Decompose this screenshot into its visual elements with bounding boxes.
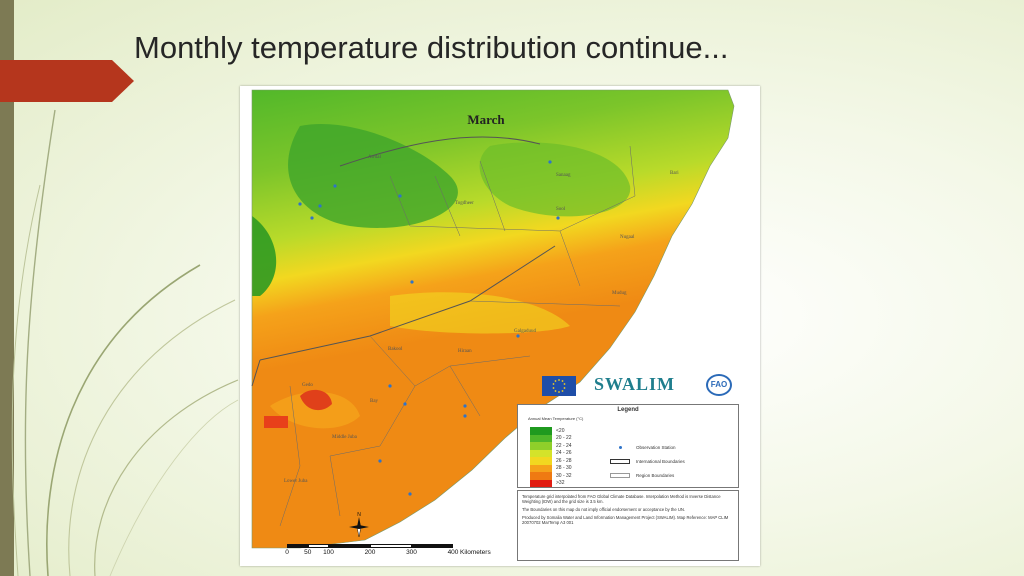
scale-segment	[370, 544, 412, 548]
eu-stars-icon	[552, 379, 566, 393]
legend-symbol-label: Observation Station	[636, 444, 676, 450]
legend-class: 30 - 32	[530, 472, 572, 480]
partner-logos: SWALIM FAO	[542, 374, 737, 396]
scale-tick-label: 300	[406, 549, 417, 556]
legend-symbol-row: Observation Station	[610, 440, 685, 454]
region-label-sanaag: Sanaag	[556, 173, 571, 178]
legend-class: <20	[530, 427, 572, 435]
region-label-lower-juba: Lower Juba	[284, 479, 308, 484]
legend-swatch	[530, 457, 552, 465]
temperature-ramp: <20 20 - 22 22 - 24 24 - 26 26 - 28 28 - 30 30…	[530, 427, 572, 487]
temperature-map: March Awdal Sanaag Bari Togdheer Sool Nu…	[240, 86, 760, 566]
scale-segment	[307, 544, 329, 548]
scale-tick-label: 200	[364, 549, 376, 556]
scale-segment	[328, 544, 370, 548]
region-label-galgaduud: Galgaduud	[514, 329, 536, 334]
boundary-line-icon	[610, 458, 630, 464]
legend-swatch	[530, 442, 552, 450]
scale-tick-label: 50	[304, 549, 312, 556]
legend-title: Legend	[617, 407, 639, 413]
legend-swatch	[530, 427, 552, 435]
legend-class-label: <20	[556, 427, 565, 434]
region-label-sool: Sool	[556, 207, 566, 212]
station-dot-icon	[610, 444, 630, 450]
map-legend: Legend Annual Mean Temperature (°C) <20 2…	[517, 404, 739, 488]
legend-class-label: >32	[556, 480, 565, 487]
scale-unit: Kilometers	[460, 549, 491, 556]
swalim-logo: SWALIM	[594, 374, 676, 394]
legend-class-label: 26 - 28	[556, 457, 572, 464]
region-label-bari: Bari	[670, 171, 679, 176]
scale-tick-label: 100	[323, 549, 334, 556]
legend-symbol-label: International Boundaries	[636, 458, 685, 464]
legend-swatch	[530, 464, 552, 472]
legend-class: 26 - 28	[530, 457, 572, 465]
north-arrow-icon: N	[349, 512, 369, 538]
scale-segment	[411, 544, 453, 548]
scale-bar: 0 50 100 200 300 400 Kilometers	[284, 540, 491, 562]
legend-class-label: 22 - 24	[556, 442, 572, 449]
coastline	[251, 89, 735, 549]
boundary-line-icon	[610, 472, 630, 478]
decorative-curves	[11, 109, 239, 576]
region-label-bakool: Bakool	[388, 347, 403, 352]
legend-class: 24 - 26	[530, 449, 572, 457]
legend-class: 28 - 30	[530, 464, 572, 472]
legend-symbol-row: International Boundaries	[610, 454, 685, 468]
region-label-bay: Bay	[370, 399, 379, 404]
legend-class-label: 28 - 30	[556, 465, 572, 472]
region-label-togdheer: Togdheer	[455, 201, 474, 206]
map-month-title: March	[467, 112, 505, 127]
international-boundaries	[251, 136, 556, 387]
somalia-map-canvas: March Awdal Sanaag Bari Togdheer Sool Nu…	[251, 89, 735, 549]
map-notes: Temperature grid interpolated from FAO G…	[517, 490, 739, 561]
legend-class: 22 - 24	[530, 442, 572, 450]
scale-bar-segments	[287, 544, 453, 548]
north-label: N	[357, 512, 361, 518]
legend-swatch	[530, 434, 552, 442]
region-labels: Awdal Sanaag Bari Togdheer Sool Nugaal M…	[284, 155, 679, 484]
legend-swatch	[530, 449, 552, 457]
scale-tick-label: 0	[285, 549, 289, 556]
legend-subtitle: Annual Mean Temperature (°C)	[528, 416, 584, 421]
region-label-hiraan: Hiraan	[458, 349, 472, 354]
legend-class: 20 - 22	[530, 434, 572, 442]
legend-class-label: 24 - 26	[556, 450, 572, 457]
title-accent-arrow	[0, 60, 134, 102]
observation-stations	[298, 160, 560, 496]
fao-logo: FAO	[706, 374, 732, 396]
note-credits: Produced by Somalia Water and Land Infor…	[522, 515, 729, 525]
legend-class-label: 20 - 22	[556, 435, 572, 442]
note-method: Temperature grid interpolated from FAO G…	[522, 494, 721, 504]
legend-swatch	[530, 479, 552, 487]
legend-class-label: 30 - 32	[556, 472, 572, 479]
legend-class: >32	[530, 479, 572, 487]
region-label-gedo: Gedo	[302, 383, 313, 388]
region-label-mudug: Mudug	[612, 291, 627, 296]
note-disclaimer: The Boundaries on this map do not imply …	[522, 507, 686, 512]
legend-swatch	[530, 472, 552, 480]
region-label-awdal: Awdal	[368, 155, 381, 160]
region-label-middle-juba: Middle Juba	[332, 435, 358, 440]
scale-segment	[287, 544, 308, 548]
left-accent-stripe	[0, 0, 14, 576]
slide-title: Monthly temperature distribution continu…	[134, 30, 729, 65]
legend-symbols: Observation Station International Boundar…	[610, 440, 685, 482]
eu-flag-icon	[542, 376, 576, 396]
region-boundaries	[279, 145, 636, 527]
legend-symbol-label: Region Boundaries	[636, 472, 675, 478]
scale-tick-label: 400	[447, 549, 459, 556]
region-label-nugaal: Nugaal	[620, 235, 635, 240]
legend-symbol-row: Region Boundaries	[610, 468, 685, 482]
